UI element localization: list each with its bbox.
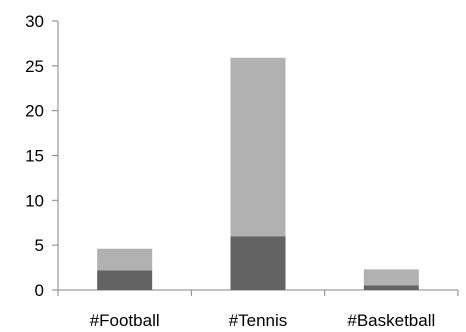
bar-segment-series-1: [230, 236, 286, 290]
bar-segment-series-2: [97, 248, 153, 271]
bar-segment-series-1: [363, 285, 419, 290]
y-tick-label: 10: [25, 191, 44, 210]
x-category-label: #Tennis: [229, 311, 288, 330]
y-tick-label: 15: [25, 147, 44, 166]
y-axis: 0 5 10 15 20 25 30: [25, 12, 59, 300]
y-tick-label: 0: [35, 281, 44, 300]
y-tick-label: 30: [25, 12, 44, 31]
y-tick-label: 20: [25, 102, 44, 121]
bar-segment-series-2: [363, 269, 419, 286]
bar-segment-series-2: [230, 57, 286, 237]
x-axis: #Football #Tennis #Basketball: [57, 289, 459, 330]
x-category-label: #Basketball: [347, 311, 435, 330]
y-tick-label: 5: [35, 236, 44, 255]
bar-segment-series-1: [97, 270, 153, 290]
y-tick-label: 25: [25, 57, 44, 76]
x-category-label: #Football: [90, 311, 160, 330]
bars: [97, 57, 419, 290]
